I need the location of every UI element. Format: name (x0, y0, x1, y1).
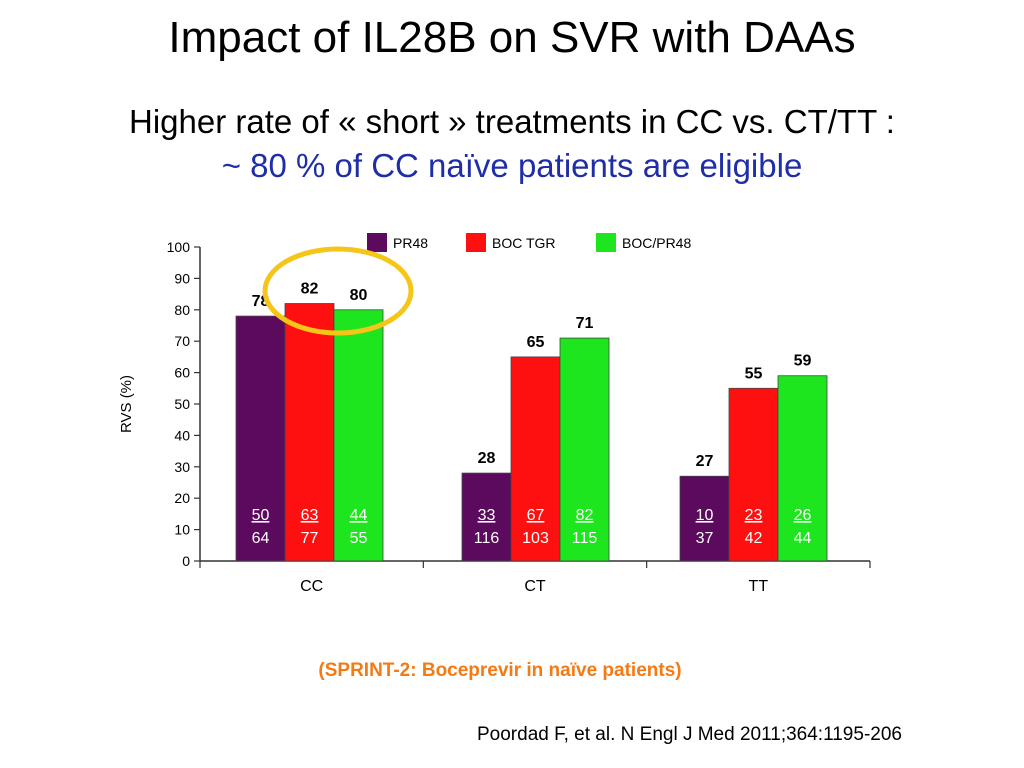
bar-numerator: 10 (696, 507, 714, 524)
bar-denominator: 103 (522, 530, 549, 547)
x-tick-label: TT (749, 578, 769, 595)
y-tick-label: 20 (174, 490, 190, 506)
y-tick-label: 100 (167, 239, 191, 255)
y-tick-label: 50 (174, 396, 190, 412)
bar-numerator: 33 (478, 507, 496, 524)
bar (284, 303, 335, 562)
bar-numerator: 63 (301, 507, 319, 524)
bar-denominator: 115 (572, 530, 598, 547)
y-axis-label: RVS (%) (118, 375, 135, 433)
data-label: 80 (350, 287, 368, 304)
legend-swatch (596, 233, 616, 252)
bar-numerator: 44 (350, 507, 368, 524)
legend-swatch (466, 233, 486, 252)
data-label: 55 (745, 365, 763, 382)
legend-label: BOC/PR48 (622, 235, 691, 251)
data-label: 28 (478, 450, 496, 467)
subtitle-line-2: ~ 80 % of CC naïve patients are eligible (221, 147, 803, 184)
bar-denominator: 37 (696, 530, 714, 547)
bar (235, 315, 286, 562)
bar-numerator: 67 (527, 507, 545, 524)
study-note: (SPRINT-2: Boceprevir in naïve patients) (318, 660, 682, 681)
y-tick-label: 0 (182, 553, 190, 569)
bar-denominator: 55 (350, 530, 368, 547)
bar (559, 337, 610, 562)
highlight-ellipse (262, 246, 414, 336)
y-tick-label: 70 (174, 333, 190, 349)
data-label: 59 (794, 353, 812, 370)
data-label: 27 (696, 453, 714, 470)
x-tick-label: CC (300, 578, 323, 595)
citation: Poordad F, et al. N Engl J Med 2011;364:… (477, 724, 902, 745)
legend-label: BOC TGR (492, 235, 556, 251)
data-label: 65 (527, 334, 545, 351)
bar (461, 472, 512, 562)
y-tick-label: 10 (174, 522, 190, 538)
x-tick-label: CT (524, 578, 546, 595)
bar-numerator: 50 (252, 507, 270, 524)
bar-numerator: 23 (745, 507, 763, 524)
legend-swatch (367, 233, 387, 252)
y-tick-label: 40 (174, 427, 190, 443)
bar (510, 356, 561, 562)
bar-denominator: 44 (794, 530, 812, 547)
bar (728, 387, 779, 562)
y-tick-label: 90 (174, 270, 190, 286)
bar-numerator: 26 (794, 507, 812, 524)
y-tick-label: 30 (174, 459, 190, 475)
slide-subtitle: Higher rate of « short » treatments in C… (0, 100, 1024, 188)
slide-title: Impact of IL28B on SVR with DAAs (168, 13, 856, 62)
data-label: 82 (301, 281, 319, 298)
bar (777, 375, 828, 562)
bar (333, 309, 384, 562)
bar-denominator: 42 (745, 530, 763, 547)
bar-denominator: 116 (474, 530, 500, 547)
bar (679, 475, 730, 562)
bar-numerator: 82 (576, 507, 594, 524)
data-label: 71 (576, 315, 594, 332)
y-tick-label: 80 (174, 302, 190, 318)
subtitle-line-1: Higher rate of « short » treatments in C… (129, 103, 895, 140)
bar-denominator: 64 (252, 530, 270, 547)
bar-denominator: 77 (301, 530, 319, 547)
legend-label: PR48 (393, 235, 428, 251)
y-tick-label: 60 (174, 365, 190, 381)
